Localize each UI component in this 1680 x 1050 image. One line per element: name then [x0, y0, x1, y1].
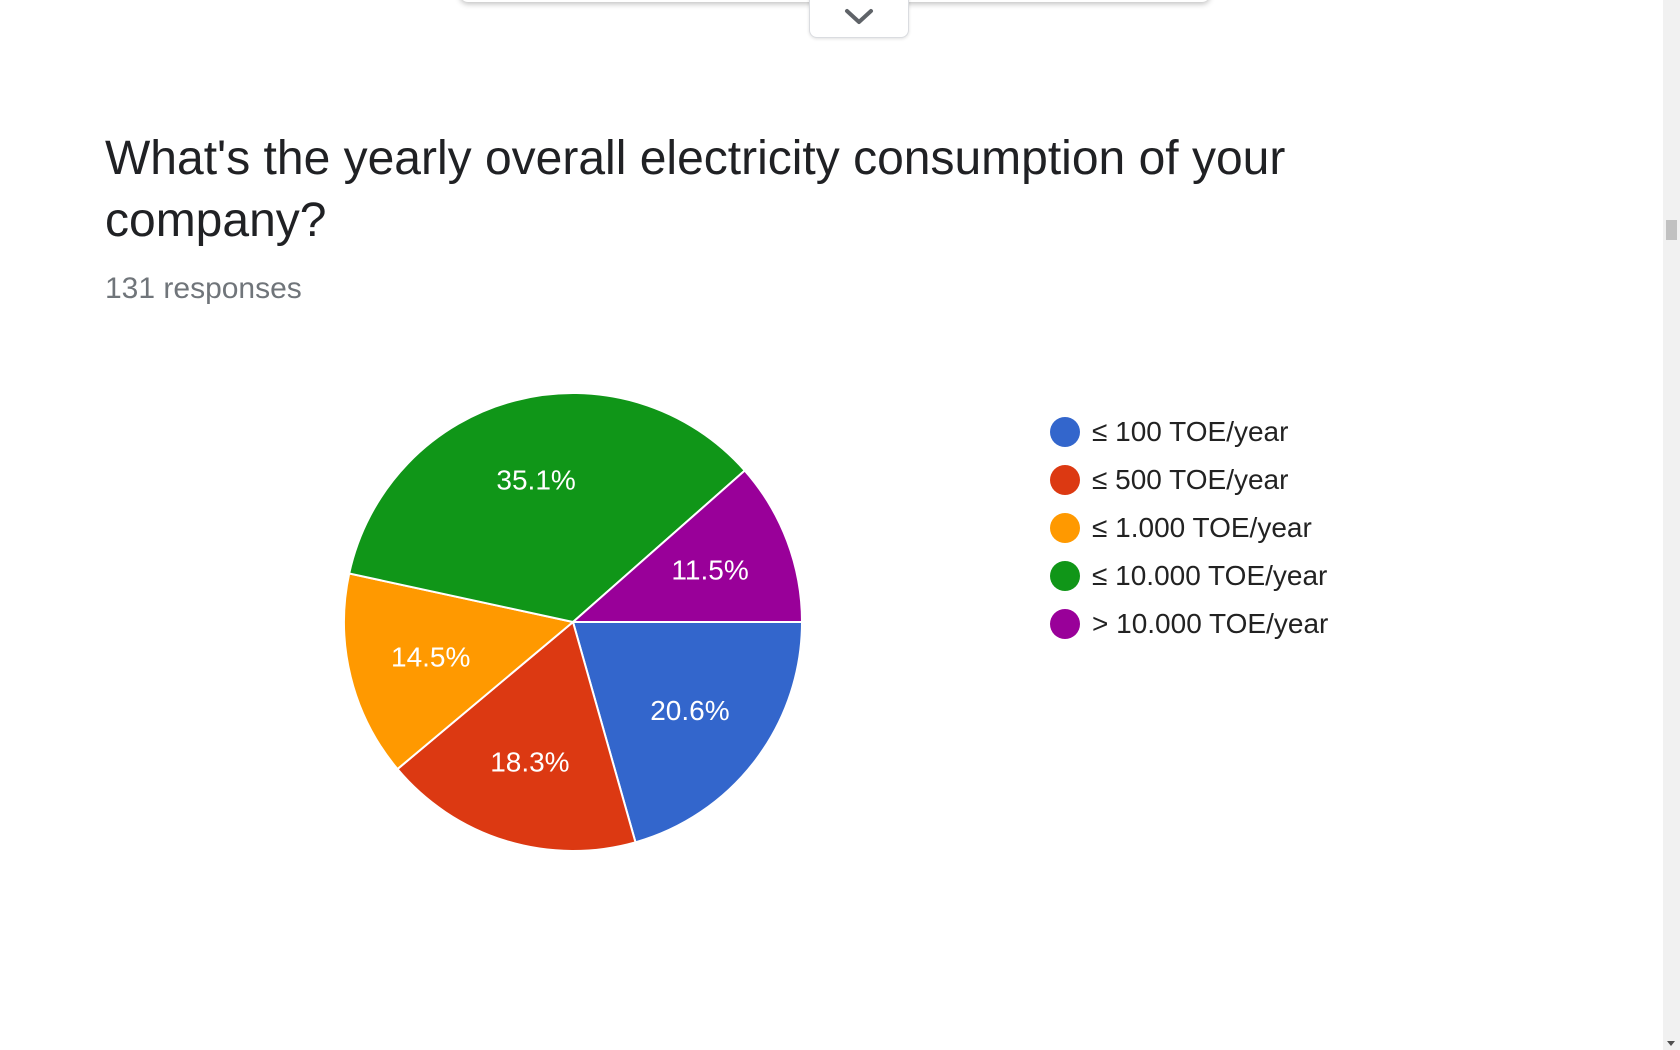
legend-dot-icon: [1050, 609, 1080, 639]
pie-slice[interactable]: [570, 469, 804, 623]
pie-slice[interactable]: [348, 392, 747, 624]
chart-legend: ≤ 100 TOE/year ≤ 500 TOE/year ≤ 1.000 TOE/…: [1050, 408, 1328, 648]
scroll-down-arrow-icon[interactable]: [1667, 1041, 1675, 1046]
legend-label: ≤ 10.000 TOE/year: [1092, 560, 1328, 591]
pie-slice[interactable]: [396, 620, 637, 852]
responses-count: 131 responses: [105, 272, 302, 305]
chevron-down-icon: [845, 8, 873, 24]
legend-dot-icon: [1050, 465, 1080, 495]
collapse-button[interactable]: [809, 0, 909, 38]
legend-label: > 10.000 TOE/year: [1092, 608, 1329, 639]
legend-item[interactable]: ≤ 10.000 TOE/year: [1050, 552, 1328, 600]
question-title: What's the yearly overall electricity co…: [105, 132, 1286, 247]
legend-label: ≤ 500 TOE/year: [1092, 464, 1289, 495]
slice-data-label: 35.1%: [496, 465, 575, 496]
legend-label: ≤ 1.000 TOE/year: [1092, 512, 1312, 543]
scrollbar[interactable]: [1663, 0, 1680, 1050]
legend-item[interactable]: ≤ 100 TOE/year: [1050, 408, 1328, 456]
legend-item[interactable]: > 10.000 TOE/year: [1050, 600, 1328, 648]
legend-label: ≤ 100 TOE/year: [1092, 416, 1289, 447]
slice-data-label: 14.5%: [391, 642, 470, 673]
legend-item[interactable]: ≤ 1.000 TOE/year: [1050, 504, 1328, 552]
slice-data-label: 11.5%: [671, 555, 748, 586]
pie-slice[interactable]: [571, 621, 804, 844]
legend-dot-icon: [1050, 417, 1080, 447]
legend-dot-icon: [1050, 561, 1080, 591]
slice-data-label: 20.6%: [650, 695, 729, 726]
scrollbar-thumb[interactable]: [1666, 220, 1677, 240]
legend-dot-icon: [1050, 513, 1080, 543]
pie-slice[interactable]: [343, 572, 576, 771]
legend-item[interactable]: ≤ 500 TOE/year: [1050, 456, 1328, 504]
pie-chart: 20.6% 18.3% 14.5% 35.1% 11.5%: [343, 392, 804, 852]
slice-data-label: 18.3%: [490, 747, 569, 778]
